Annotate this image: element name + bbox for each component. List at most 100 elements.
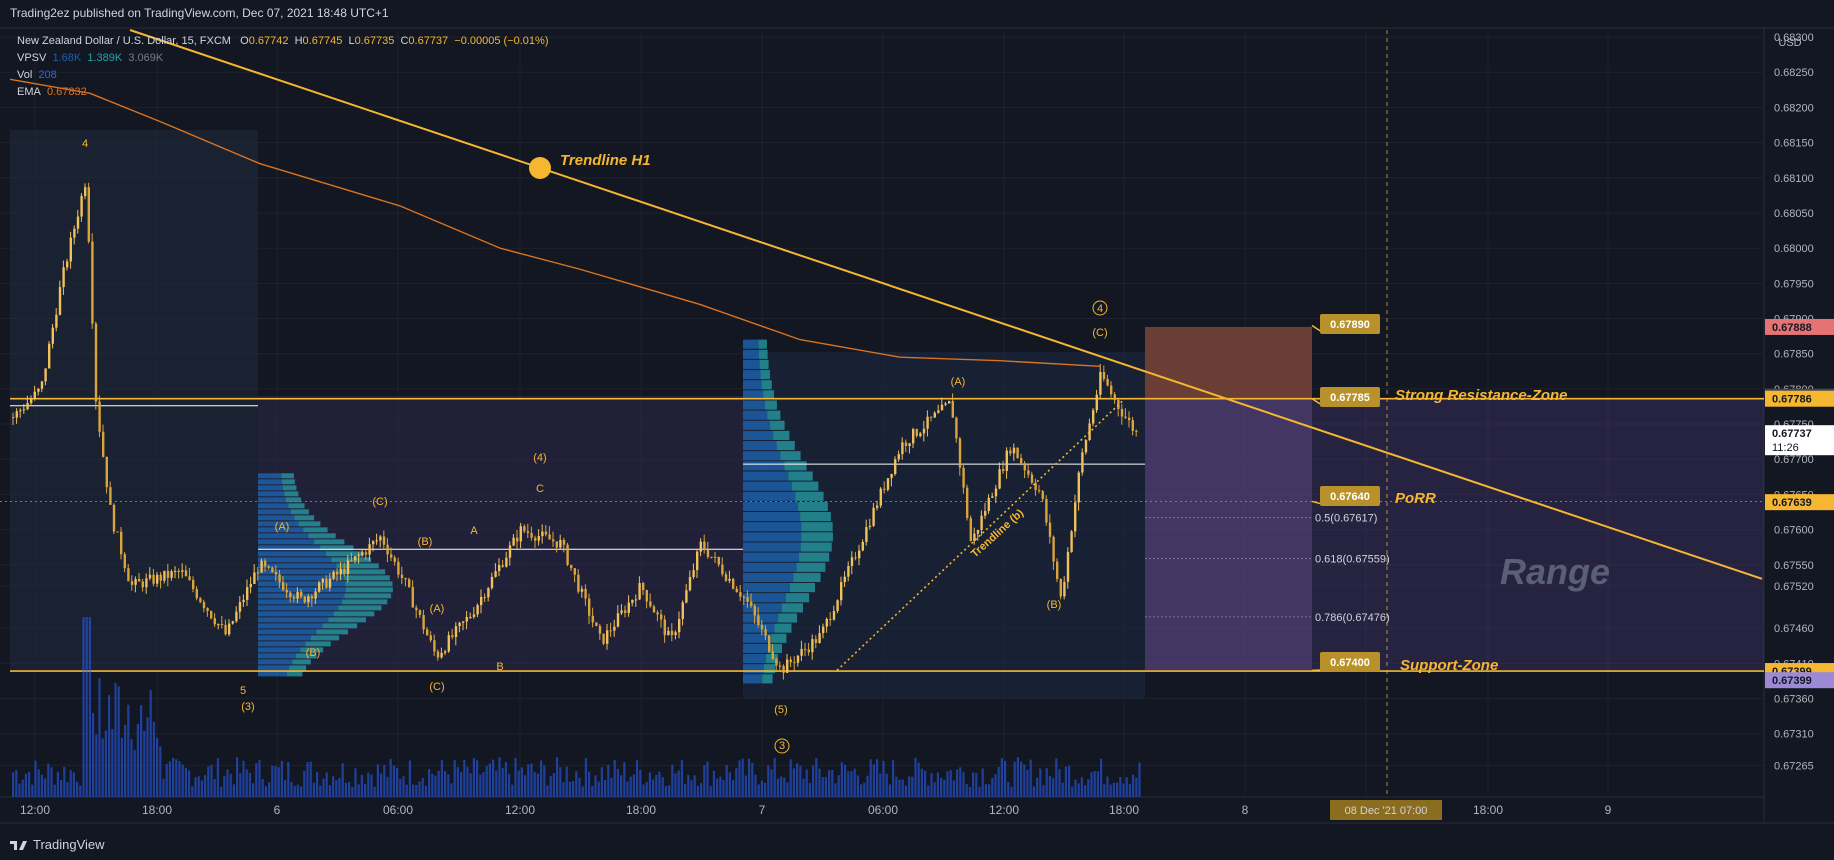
candle-body bbox=[591, 615, 594, 623]
volume-bar bbox=[200, 780, 203, 797]
candle-body bbox=[742, 596, 746, 598]
volume-bar bbox=[789, 759, 792, 797]
volume-bar bbox=[956, 769, 959, 797]
volume-bar bbox=[818, 768, 821, 797]
candle-body bbox=[76, 216, 80, 229]
volume-bar bbox=[872, 764, 875, 797]
volume-bar bbox=[1106, 776, 1109, 797]
level-tag-2[interactable] bbox=[1320, 486, 1380, 506]
volume-bar bbox=[1084, 785, 1087, 797]
volume-bar bbox=[540, 760, 543, 797]
candle-body bbox=[19, 410, 22, 412]
volume-bar bbox=[415, 784, 418, 797]
wave-4-circle bbox=[1092, 300, 1108, 316]
volume-bar bbox=[578, 777, 581, 797]
vol-legend[interactable]: Vol 208 bbox=[17, 69, 57, 81]
profile-a-accent-30 bbox=[296, 653, 317, 659]
volume-bar bbox=[1071, 786, 1074, 797]
vpsv-legend[interactable]: VPSV 1.68K 1.389K 3.069K bbox=[17, 52, 163, 64]
volume-bar bbox=[104, 730, 107, 797]
volume-bar bbox=[85, 617, 88, 797]
volume-bar bbox=[207, 766, 210, 797]
level-tag-0[interactable] bbox=[1320, 314, 1380, 334]
volume-bar bbox=[684, 783, 687, 797]
left-range-box bbox=[10, 130, 258, 671]
wave-label-14: (A) bbox=[951, 376, 966, 388]
candle-body bbox=[235, 611, 238, 622]
volume-bar bbox=[319, 785, 322, 797]
volume-bar bbox=[1074, 779, 1077, 797]
volume-bar bbox=[844, 764, 847, 797]
profile-b-accent-1 bbox=[759, 349, 768, 359]
volume-bar bbox=[146, 717, 149, 797]
profile-a-bar-8 bbox=[258, 521, 299, 527]
volume-bar bbox=[773, 758, 776, 797]
candle-body bbox=[1016, 447, 1019, 459]
vol-label: Vol bbox=[17, 69, 33, 81]
candle-body bbox=[1092, 410, 1095, 424]
candle-body bbox=[1009, 450, 1012, 454]
candle-body bbox=[721, 564, 724, 575]
candle-body bbox=[498, 565, 501, 572]
candle-body bbox=[458, 622, 461, 627]
ema-legend[interactable]: EMA 0.67832 bbox=[17, 86, 87, 98]
profile-b-accent-26 bbox=[781, 603, 803, 613]
candle-body bbox=[516, 537, 519, 542]
volume-bar bbox=[517, 770, 520, 797]
volume-bar bbox=[732, 780, 735, 797]
price-badge-text-3: 0.67737 bbox=[1772, 428, 1812, 440]
time-tick-0: 12:00 bbox=[20, 803, 50, 817]
candle-body bbox=[267, 566, 270, 568]
candle-body bbox=[1020, 458, 1023, 464]
volume-bar bbox=[463, 759, 466, 797]
profile-b-bar-12 bbox=[743, 461, 785, 471]
candle-body bbox=[660, 614, 663, 620]
candle-body bbox=[692, 570, 695, 577]
candle-body bbox=[1034, 482, 1037, 491]
price-tick-14: 0.67600 bbox=[1774, 525, 1814, 537]
volume-bar bbox=[562, 782, 565, 797]
level-tag-1[interactable] bbox=[1320, 387, 1380, 407]
candle-body bbox=[634, 599, 638, 601]
candle-body bbox=[768, 635, 771, 652]
volume-bar bbox=[524, 775, 527, 797]
volume-bar bbox=[143, 731, 146, 797]
volume-bar bbox=[271, 765, 274, 797]
volume-bar bbox=[863, 782, 866, 797]
volume-bar bbox=[335, 780, 338, 797]
candle-body bbox=[645, 590, 648, 602]
support-zone-label: Support-Zone bbox=[1400, 657, 1498, 674]
price-badge-sub-3: 11:26 bbox=[1772, 442, 1799, 454]
candle-body bbox=[184, 570, 188, 577]
price-tick-3: 0.68150 bbox=[1774, 138, 1814, 150]
candle-body bbox=[22, 409, 26, 411]
volume-bar bbox=[140, 705, 143, 797]
candle-body bbox=[746, 597, 749, 602]
candle-body bbox=[1128, 417, 1131, 421]
candle-body bbox=[789, 659, 792, 663]
volume-bar bbox=[623, 762, 626, 797]
volume-bar bbox=[850, 771, 853, 797]
volume-bar bbox=[1016, 757, 1019, 797]
volume-bar bbox=[1119, 777, 1122, 797]
volume-bar bbox=[72, 772, 75, 797]
volume-bar bbox=[165, 764, 168, 797]
fib-label-1: 0.618(0.67559) bbox=[1315, 553, 1390, 565]
volume-bar bbox=[917, 762, 920, 797]
candle-body bbox=[472, 614, 476, 617]
tradingview-logo[interactable]: TradingView bbox=[10, 837, 105, 852]
candle-body bbox=[620, 610, 623, 614]
candle-body bbox=[1048, 522, 1052, 537]
profile-a-bar-11 bbox=[258, 539, 315, 545]
candle-body bbox=[922, 428, 926, 434]
volume-bar bbox=[460, 772, 463, 797]
volume-bar bbox=[492, 759, 495, 797]
volume-bar bbox=[364, 783, 367, 797]
level-tag-3[interactable] bbox=[1320, 652, 1380, 672]
volume-bar bbox=[706, 761, 709, 797]
candle-body bbox=[415, 607, 418, 611]
candle-body bbox=[112, 504, 116, 532]
profile-b-bar-7 bbox=[743, 410, 768, 420]
level-tag-text-2: 0.67640 bbox=[1330, 491, 1370, 503]
